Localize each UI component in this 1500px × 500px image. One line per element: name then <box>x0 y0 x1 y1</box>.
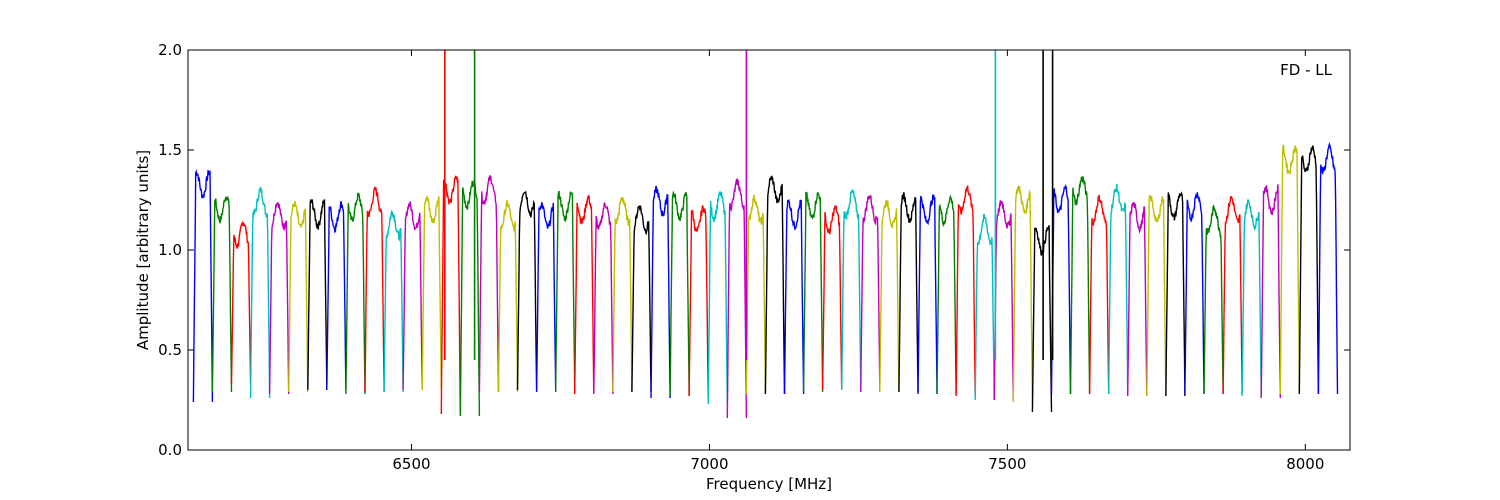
x-tick-label-1: 7000 <box>690 455 728 473</box>
series-line-52 <box>1184 192 1205 395</box>
series-line-0 <box>192 168 214 403</box>
series-line-24 <box>650 185 671 399</box>
series-line-58 <box>1298 145 1320 395</box>
spike-layer <box>443 50 1054 360</box>
x-tick-label-0: 6500 <box>392 455 430 473</box>
series-line-19 <box>555 190 576 393</box>
series-line-2 <box>230 220 252 385</box>
series-line-6 <box>307 198 328 391</box>
series-line-5 <box>288 200 309 393</box>
series-line-17 <box>516 190 538 391</box>
y-tick-label-4: 2.0 <box>158 41 182 59</box>
series-line-23 <box>631 205 652 393</box>
x-tick-label-2: 7500 <box>988 455 1026 473</box>
series-line-14 <box>459 179 481 417</box>
series-line-45 <box>1050 183 1072 395</box>
series-line-10 <box>383 209 404 393</box>
series-line-9 <box>364 186 385 393</box>
series-line-43 <box>1012 185 1034 403</box>
series-line-51 <box>1165 191 1186 397</box>
y-tick-label-0: 0.0 <box>158 441 182 459</box>
series-line-21 <box>593 202 614 395</box>
y-tick-label-3: 1.5 <box>158 141 182 159</box>
series-line-15 <box>478 175 500 393</box>
series-line-48 <box>1107 184 1129 395</box>
series-line-38 <box>917 194 938 395</box>
series-line-54 <box>1222 196 1243 395</box>
series-line-22 <box>612 196 633 393</box>
series-layer <box>192 142 1339 419</box>
x-axis-ticks: 6500 7000 7500 8000 <box>392 50 1324 473</box>
series-line-4 <box>268 202 290 395</box>
x-tick-label-3: 8000 <box>1286 455 1324 473</box>
series-line-40 <box>955 185 976 397</box>
series-line-39 <box>936 194 957 395</box>
series-line-12 <box>421 195 442 391</box>
series-line-50 <box>1146 195 1167 397</box>
series-line-57 <box>1279 144 1301 395</box>
series-line-35 <box>860 195 881 393</box>
series-line-31 <box>783 198 805 395</box>
series-line-44 <box>1031 225 1053 413</box>
series-line-55 <box>1241 199 1262 397</box>
series-line-36 <box>879 200 900 393</box>
x-axis-title: Frequency [MHz] <box>706 475 832 493</box>
series-line-33 <box>821 205 843 391</box>
series-line-32 <box>802 191 824 393</box>
series-line-18 <box>535 201 557 393</box>
annotation-label: FD - LL <box>1280 61 1332 79</box>
series-line-30 <box>764 175 786 395</box>
series-line-26 <box>688 205 709 397</box>
series-line-49 <box>1127 201 1148 397</box>
series-line-7 <box>326 201 347 391</box>
series-line-34 <box>841 188 862 391</box>
series-line-16 <box>497 200 519 393</box>
series-line-20 <box>574 194 595 395</box>
series-line-47 <box>1088 194 1110 395</box>
series-line-46 <box>1069 176 1091 395</box>
y-axis-title: Amplitude [arbitrary units] <box>134 150 152 350</box>
series-line-59 <box>1317 142 1339 395</box>
series-line-53 <box>1203 204 1224 395</box>
series-line-3 <box>249 186 271 399</box>
series-line-37 <box>898 192 919 393</box>
series-line-27 <box>707 191 728 405</box>
series-line-41 <box>974 213 995 401</box>
series-line-29 <box>745 194 767 395</box>
y-axis-ticks: 0.0 0.5 1.0 1.5 2.0 <box>158 41 1350 459</box>
series-line-1 <box>211 195 233 393</box>
y-tick-label-2: 1.0 <box>158 241 182 259</box>
series-line-8 <box>345 192 366 395</box>
y-tick-label-1: 0.5 <box>158 341 182 359</box>
series-line-28 <box>726 178 748 419</box>
series-line-11 <box>402 201 423 391</box>
series-line-42 <box>993 200 1014 401</box>
series-line-25 <box>669 190 690 397</box>
series-line-56 <box>1260 184 1281 399</box>
